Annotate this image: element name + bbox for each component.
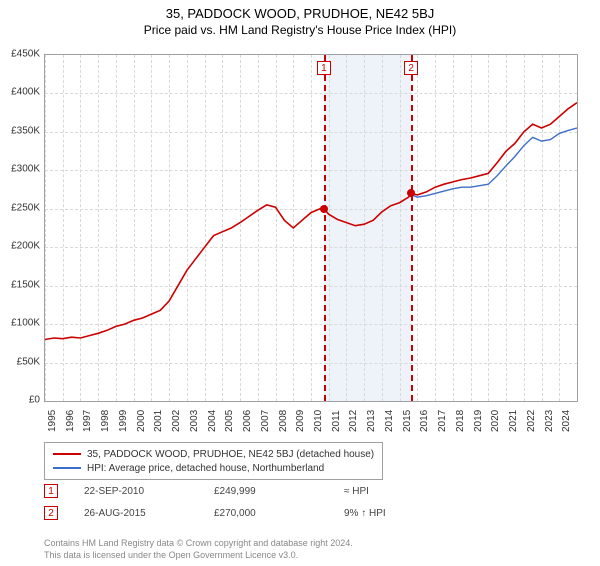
legend: 35, PADDOCK WOOD, PRUDHOE, NE42 5BJ (det… (44, 442, 383, 480)
x-tick-label: 2010 (313, 410, 324, 432)
x-tick-label: 2014 (384, 410, 395, 432)
x-tick-label: 2022 (526, 410, 537, 432)
sale-marker-dot (407, 189, 415, 197)
x-tick-label: 2015 (402, 410, 413, 432)
x-tick-label: 1996 (65, 410, 76, 432)
footer-line2: This data is licensed under the Open Gov… (44, 550, 298, 560)
x-tick-label: 2000 (136, 410, 147, 432)
sale-marker-dot (320, 205, 328, 213)
plot-area: 12 (44, 54, 578, 402)
legend-swatch (53, 453, 81, 455)
sale-row-marker: 2 (44, 506, 58, 520)
legend-swatch (53, 467, 81, 469)
x-tick-label: 1999 (118, 410, 129, 432)
chart-subtitle: Price paid vs. HM Land Registry's House … (0, 23, 600, 37)
y-tick-label: £0 (4, 395, 40, 406)
sale-delta: 9% ↑ HPI (344, 508, 474, 519)
sale-row: 2 26-AUG-2015£270,0009% ↑ HPI (44, 506, 474, 520)
x-tick-label: 1997 (82, 410, 93, 432)
sale-row: 1 22-SEP-2010£249,999≈ HPI (44, 484, 474, 498)
x-tick-label: 1998 (100, 410, 111, 432)
legend-item: 35, PADDOCK WOOD, PRUDHOE, NE42 5BJ (det… (53, 447, 374, 461)
x-tick-label: 2021 (508, 410, 519, 432)
x-tick-label: 2008 (278, 410, 289, 432)
sale-delta: ≈ HPI (344, 486, 474, 497)
x-tick-label: 2005 (224, 410, 235, 432)
y-tick-label: £150K (4, 279, 40, 290)
x-tick-label: 2018 (455, 410, 466, 432)
x-tick-label: 2009 (295, 410, 306, 432)
legend-item: HPI: Average price, detached house, Nort… (53, 461, 374, 475)
series-price-paid (45, 103, 577, 340)
sale-marker-box: 2 (404, 61, 418, 75)
footer-text: Contains HM Land Registry data © Crown c… (44, 538, 353, 561)
x-tick-label: 2011 (331, 410, 342, 432)
y-tick-label: £250K (4, 202, 40, 213)
x-tick-label: 2016 (419, 410, 430, 432)
legend-label: 35, PADDOCK WOOD, PRUDHOE, NE42 5BJ (det… (87, 449, 374, 460)
chart-title: 35, PADDOCK WOOD, PRUDHOE, NE42 5BJ (0, 6, 600, 21)
legend-label: HPI: Average price, detached house, Nort… (87, 463, 324, 474)
x-tick-label: 2007 (260, 410, 271, 432)
line-plot (45, 55, 577, 401)
y-tick-label: £100K (4, 318, 40, 329)
x-tick-label: 2017 (437, 410, 448, 432)
y-tick-label: £200K (4, 241, 40, 252)
x-tick-label: 2023 (544, 410, 555, 432)
sale-marker-box: 1 (317, 61, 331, 75)
sale-date: 22-SEP-2010 (84, 486, 214, 497)
sale-row-marker: 1 (44, 484, 58, 498)
x-tick-label: 2024 (561, 410, 572, 432)
y-tick-label: £50K (4, 356, 40, 367)
sale-date: 26-AUG-2015 (84, 508, 214, 519)
x-tick-label: 2019 (473, 410, 484, 432)
x-tick-label: 2004 (207, 410, 218, 432)
y-tick-label: £350K (4, 125, 40, 136)
footer-line1: Contains HM Land Registry data © Crown c… (44, 538, 353, 548)
x-tick-label: 2012 (348, 410, 359, 432)
chart-container: 35, PADDOCK WOOD, PRUDHOE, NE42 5BJ Pric… (0, 6, 600, 566)
x-tick-label: 2001 (153, 410, 164, 432)
x-tick-label: 2020 (490, 410, 501, 432)
x-tick-label: 2006 (242, 410, 253, 432)
sale-price: £270,000 (214, 508, 344, 519)
x-tick-label: 1995 (47, 410, 58, 432)
y-tick-label: £450K (4, 49, 40, 60)
y-tick-label: £400K (4, 87, 40, 98)
x-tick-label: 2002 (171, 410, 182, 432)
sale-price: £249,999 (214, 486, 344, 497)
x-tick-label: 2003 (189, 410, 200, 432)
x-tick-label: 2013 (366, 410, 377, 432)
y-tick-label: £300K (4, 164, 40, 175)
